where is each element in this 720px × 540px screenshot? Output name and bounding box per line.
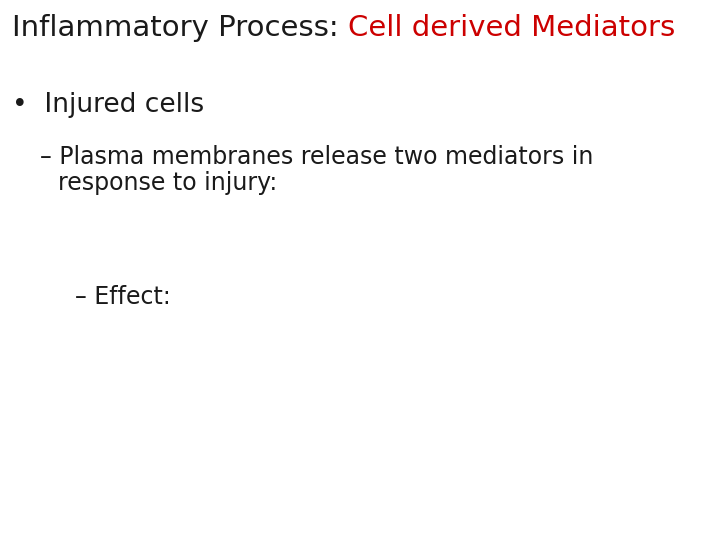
- Text: response to injury:: response to injury:: [58, 171, 277, 195]
- Text: – Effect:: – Effect:: [75, 285, 171, 309]
- Text: – Plasma membranes release two mediators in: – Plasma membranes release two mediators…: [40, 145, 593, 169]
- Text: Inflammatory Process:: Inflammatory Process:: [12, 14, 348, 42]
- Text: Cell derived Mediators: Cell derived Mediators: [348, 14, 675, 42]
- Text: •  Injured cells: • Injured cells: [12, 92, 204, 118]
